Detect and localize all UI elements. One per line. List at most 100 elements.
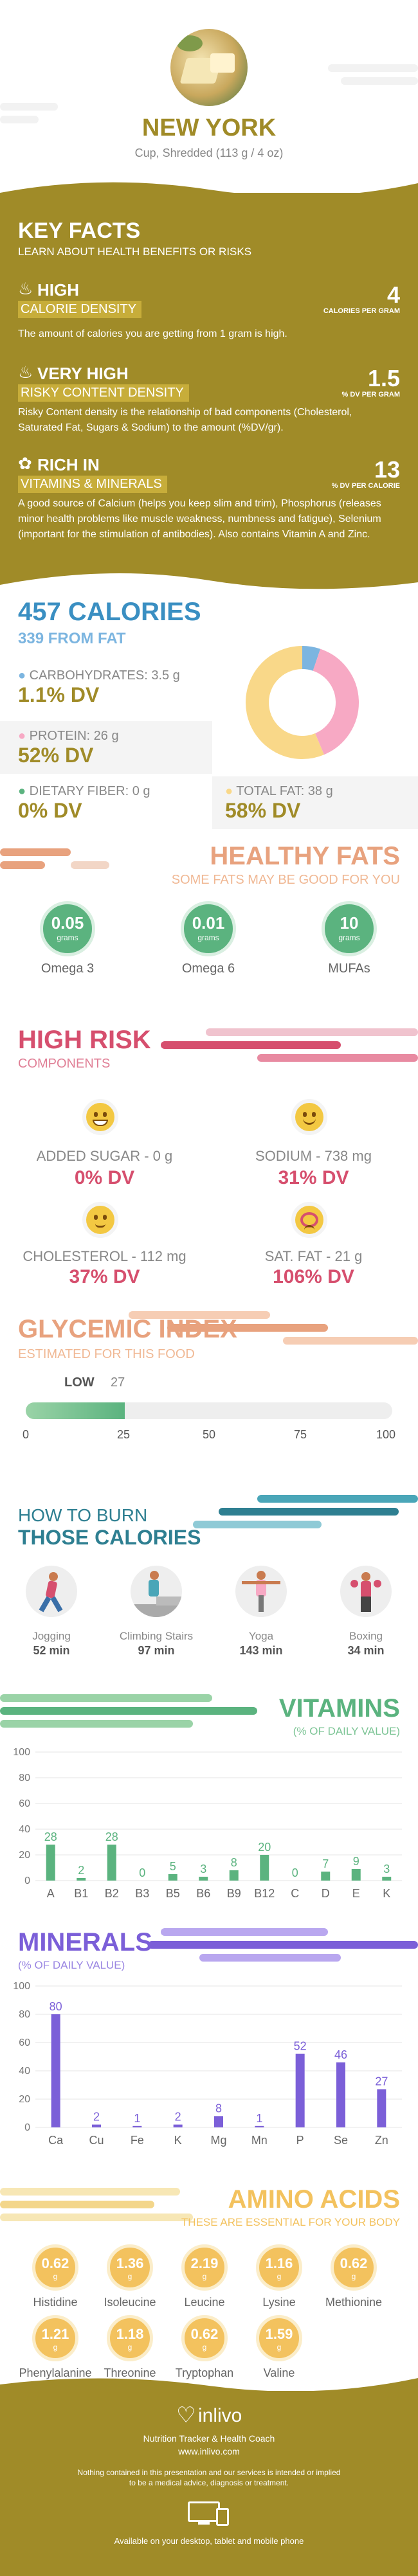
y-tick-label: 60	[19, 1798, 30, 1809]
carbs-row: ● CARBOHYDRATES: 3.5 g 1.1% DV	[0, 661, 212, 713]
bar-zn	[377, 2089, 386, 2127]
x-tick-label: C	[291, 1887, 299, 1900]
key-facts-subtitle: LEARN ABOUT HEALTH BENEFITS OR RISKS	[18, 246, 252, 258]
bar-b12	[260, 1855, 269, 1881]
fat-label: TOTAL FAT: 38 g	[236, 784, 333, 798]
tick-label: 75	[293, 1428, 307, 1441]
bar-value-label: 28	[105, 1830, 118, 1843]
minerals-section: MINERALS (% OF DAILY VALUE) 0 20 40 60 80 100…	[0, 1915, 418, 2172]
decor-stripes	[0, 2188, 206, 2226]
bar-se	[336, 2062, 345, 2127]
high-risk-title: HIGH RISK	[18, 1026, 151, 1054]
bar-value-label: 2	[175, 2111, 181, 2124]
brand-url[interactable]: www.inlivo.com	[178, 2446, 240, 2456]
decor-stripes	[161, 1028, 418, 1067]
serving-size: Cup, Shredded (113 g / 4 oz)	[134, 147, 284, 159]
fact-unit: CALORIES PER GRAM	[323, 307, 400, 315]
y-tick-label: 80	[19, 2009, 30, 2020]
amino-badge: 0.62 g	[331, 2244, 377, 2291]
bar-value-label: 52	[294, 2040, 307, 2053]
bar-value-label: 2	[78, 1864, 84, 1877]
amino-value: 0.62	[340, 2255, 368, 2271]
risk-label: SODIUM - 738 mg	[255, 1148, 372, 1164]
amino-name: Threonine	[104, 2366, 156, 2379]
amino-unit: g	[53, 2343, 58, 2352]
dot-icon: ●	[18, 784, 26, 798]
bar-mn	[255, 2125, 264, 2127]
x-tick-label: P	[296, 2134, 304, 2147]
donut-slice-total-fat	[246, 646, 324, 759]
neutral-face-icon	[82, 1202, 118, 1238]
fat-value: 10	[340, 913, 359, 933]
decor-stripes	[129, 1311, 418, 1350]
boxing-icon	[340, 1566, 392, 1617]
fact-level: VERY HIGH	[37, 364, 129, 383]
bar-cu	[92, 2124, 101, 2127]
x-tick-label: B6	[196, 1887, 210, 1900]
x-tick-label: B1	[74, 1887, 88, 1900]
amino-badge: 0.62 g	[181, 2315, 228, 2361]
flame-icon: ♨	[18, 279, 33, 298]
bar-d	[321, 1872, 331, 1881]
food-image	[170, 29, 248, 106]
fiber-row: ● DIETARY FIBER: 0 g 0% DV	[0, 776, 212, 829]
amino-value: 0.62	[41, 2255, 69, 2271]
amino-unit: g	[202, 2343, 207, 2352]
risk-label: CHOLESTEROL - 112 mg	[23, 1248, 186, 1264]
bar-b9	[229, 1870, 239, 1881]
amino-unit: g	[277, 2343, 282, 2352]
vitamins-section: VITAMINS (% OF DAILY VALUE) 0 20 40 60 80 100…	[0, 1684, 418, 1915]
bar-e	[351, 1869, 361, 1881]
minerals-title: MINERALS	[18, 1928, 152, 1956]
burn-time: 143 min	[239, 1644, 283, 1657]
fat-unit: grams	[197, 933, 219, 942]
bar-b5	[168, 1874, 177, 1881]
amino-value: 1.18	[116, 2326, 144, 2342]
tick-label: 100	[376, 1428, 396, 1441]
calories-section: 457 CALORIES 339 FROM FAT ● CARBOHYDRATE…	[0, 571, 418, 829]
amino-name: Methionine	[325, 2296, 383, 2309]
x-tick-label: B12	[254, 1887, 275, 1900]
mufa-badge: 10 grams	[322, 901, 377, 956]
brand-name: inlivo	[198, 2405, 242, 2426]
decor-stripes	[193, 1495, 418, 1534]
amino-name: Phenylalanine	[19, 2366, 92, 2379]
donut-slice-protein	[312, 648, 359, 755]
burn-activity: Jogging	[32, 1630, 71, 1642]
glycemic-fill	[26, 1402, 125, 1419]
amino-badge: 1.18 g	[107, 2315, 153, 2361]
amino-unit: g	[202, 2272, 207, 2281]
burn-activity: Yoga	[248, 1630, 274, 1642]
bar-value-label: 3	[200, 1863, 206, 1875]
leaf-icon: ✿	[18, 454, 32, 473]
healthy-fats-title: HEALTHY FATS	[210, 842, 400, 870]
burn-title-1: HOW TO BURN	[18, 1505, 148, 1525]
bar-a	[46, 1845, 55, 1881]
y-tick-label: 0	[24, 2122, 30, 2133]
x-tick-label: Fe	[131, 2134, 144, 2147]
bar-value-label: 8	[215, 2102, 222, 2115]
healthy-fats-section: HEALTHY FATS SOME FATS MAY BE GOOD FOR Y…	[0, 829, 418, 1003]
devices-icon	[188, 2501, 230, 2527]
amino-unit: g	[277, 2272, 282, 2281]
x-tick-label: Zn	[375, 2134, 388, 2147]
risk-label: ADDED SUGAR - 0 g	[36, 1148, 173, 1164]
omega6-badge: 0.01 grams	[181, 901, 236, 956]
amino-name: Isoleucine	[104, 2296, 156, 2309]
amino-name: Valine	[263, 2366, 295, 2379]
amino-unit: g	[127, 2272, 132, 2281]
macro-donut-chart	[246, 646, 359, 759]
bar-value-label: 7	[322, 1857, 329, 1870]
y-tick-label: 40	[19, 1824, 30, 1835]
fact-value: 1.5	[367, 365, 400, 391]
yoga-icon	[235, 1566, 287, 1617]
fact-label: RISKY CONTENT DENSITY	[18, 384, 189, 402]
high-risk-section: HIGH RISK COMPONENTS ADDED SUGAR - 0 g 0…	[0, 1003, 418, 1287]
bar-k	[173, 2124, 183, 2127]
amino-value: 1.36	[116, 2255, 144, 2271]
fiber-dv: 0% DV	[18, 799, 82, 822]
x-tick-label: B5	[166, 1887, 180, 1900]
fat-dv: 58% DV	[225, 799, 301, 822]
amino-value: 2.19	[190, 2255, 219, 2271]
dot-icon: ●	[18, 668, 26, 683]
